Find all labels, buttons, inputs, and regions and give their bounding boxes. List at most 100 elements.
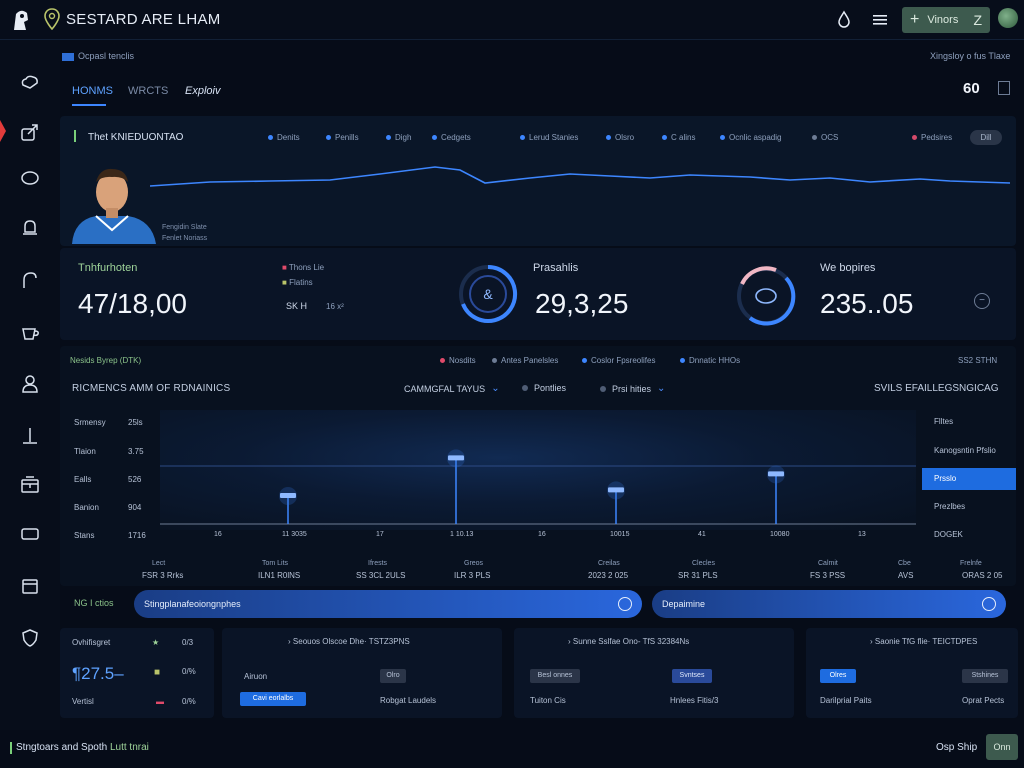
cup-icon[interactable] bbox=[18, 320, 42, 344]
drop-icon[interactable] bbox=[836, 10, 852, 28]
card-value: 0/% bbox=[182, 697, 196, 706]
department-text: Depaimine bbox=[662, 599, 706, 609]
card-value: 0/3 bbox=[182, 638, 194, 647]
hero-legend-item[interactable]: Ocnlic aspadig bbox=[720, 133, 781, 142]
right-list-item[interactable]: Prezlbes bbox=[934, 502, 966, 511]
player-photo bbox=[66, 160, 158, 244]
search-icon[interactable] bbox=[618, 597, 632, 611]
minus-circle-icon[interactable]: − bbox=[974, 293, 990, 309]
share-icon[interactable] bbox=[18, 120, 42, 144]
card-title: › Saonie TfG flie· TEICTDPES bbox=[870, 637, 978, 646]
hero-title: Thet KNIEDUONTAO bbox=[88, 132, 184, 143]
hero-legend-item[interactable]: Cedgets bbox=[432, 133, 471, 142]
chat-bubble-icon[interactable] bbox=[18, 166, 42, 190]
card-label: Tuiton Cis bbox=[530, 696, 566, 705]
tab-exploiv[interactable]: Exploiv bbox=[185, 85, 221, 97]
hero-legend-item[interactable]: Lerud Stanies bbox=[520, 133, 578, 142]
window-icon[interactable] bbox=[18, 522, 42, 546]
card-chip[interactable]: Besl onnes bbox=[530, 669, 580, 683]
mid-legend-item[interactable]: Coslor Fpsreolifes bbox=[582, 356, 655, 365]
archive-icon[interactable] bbox=[18, 472, 42, 496]
breadcrumb-right[interactable]: Xingsloy o fus Tlaxe bbox=[930, 51, 1011, 61]
chart-point[interactable] bbox=[768, 471, 784, 477]
x-caption: ILN1 R0lNS bbox=[258, 571, 301, 580]
cloud-icon[interactable] bbox=[18, 70, 42, 94]
x-caption: SR 31 PLS bbox=[678, 571, 718, 580]
card-chip[interactable]: Cavi eorlalbs bbox=[240, 692, 306, 706]
pin-down-icon[interactable] bbox=[18, 424, 42, 448]
chart-point[interactable] bbox=[280, 493, 296, 498]
hero-legend-item[interactable]: C alins bbox=[662, 133, 695, 142]
stat-mini: SK H bbox=[286, 301, 308, 311]
tab-honms[interactable]: HONMS bbox=[72, 85, 113, 97]
mid-legend-item[interactable]: Dnnatic HHOs bbox=[680, 356, 740, 365]
filter-dropdown[interactable]: CAMMGFAL TAYUS ⌄ bbox=[404, 383, 500, 394]
row-value: 1716 bbox=[128, 531, 146, 540]
search-icon[interactable] bbox=[982, 597, 996, 611]
right-list-item[interactable]: Kanogsntin Pfslio bbox=[934, 446, 996, 455]
square-icon: ■ bbox=[154, 667, 161, 678]
card-chip[interactable]: Stshines bbox=[962, 669, 1008, 683]
breadcrumb[interactable]: Ocpasl tenclis bbox=[78, 51, 135, 61]
row-label: Banion bbox=[74, 503, 99, 512]
filter-dropdown[interactable]: Prsi hities ⌄ bbox=[600, 383, 665, 394]
stats-panel bbox=[60, 248, 1016, 340]
bell-icon[interactable] bbox=[18, 216, 42, 240]
right-list-item[interactable]: Prsslo bbox=[922, 468, 1016, 490]
x-caption: FSR 3 Rrks bbox=[142, 571, 184, 580]
user-avatar[interactable] bbox=[998, 8, 1018, 28]
card-chip[interactable]: Olro bbox=[380, 669, 406, 683]
location-pin-icon bbox=[44, 8, 60, 31]
hero-legend-item[interactable]: Pedsires bbox=[912, 133, 952, 142]
tab-wrcts[interactable]: WRCTS bbox=[128, 85, 169, 97]
chart-point[interactable] bbox=[608, 487, 624, 493]
hero-legend-item[interactable]: OCS bbox=[812, 133, 838, 142]
chevron-right-icon: › bbox=[288, 637, 291, 646]
card-title: › Sunne Sslfae Ono- TfS 32384Ns bbox=[568, 637, 690, 646]
expand-icon[interactable] bbox=[998, 81, 1010, 95]
x-tick: 16 bbox=[214, 531, 222, 538]
hero-accent-bar bbox=[74, 130, 76, 142]
card-label: Robgat Laudels bbox=[380, 696, 437, 705]
right-list-item[interactable]: Flltes bbox=[934, 417, 954, 426]
calendar-icon[interactable] bbox=[18, 574, 42, 598]
footer-link[interactable]: Osp Ship bbox=[936, 742, 978, 753]
x-caption: SS 3CL 2ULS bbox=[356, 571, 406, 580]
x-tick: 1 10.13 bbox=[450, 531, 474, 538]
x-caption: Frelnfe bbox=[960, 560, 982, 567]
mid-legend-item[interactable]: Nosdits bbox=[440, 356, 476, 365]
x-caption: Cbe bbox=[898, 560, 911, 567]
player-caption: Fenlet Noriass bbox=[162, 235, 208, 242]
hero-legend-item[interactable]: Digh bbox=[386, 133, 411, 142]
section-title-right: SVILS EFAILLEGSNGICAG bbox=[874, 383, 999, 394]
stat-mini: ■ Thons Lie bbox=[282, 263, 325, 272]
right-list-item[interactable]: DOGEK bbox=[934, 530, 963, 539]
hero-legend-item[interactable]: Denits bbox=[268, 133, 300, 142]
filter-toggle[interactable]: Pontlies bbox=[522, 383, 566, 393]
menu-icon[interactable] bbox=[872, 13, 888, 27]
user-icon[interactable] bbox=[18, 372, 42, 396]
x-caption: Ifrests bbox=[368, 560, 388, 567]
search-input[interactable]: Stingplanafeoiongnphes bbox=[134, 590, 642, 618]
radio-icon bbox=[600, 385, 606, 392]
breadcrumb-badge bbox=[62, 53, 74, 61]
hero-button[interactable]: Dill bbox=[970, 130, 1002, 145]
row-label: Tlaion bbox=[74, 447, 96, 456]
hero-legend-item[interactable]: Penills bbox=[326, 133, 359, 142]
chevron-down-icon: ⌄ bbox=[491, 383, 500, 394]
mid-legend-item[interactable]: Antes Panelsles bbox=[492, 356, 558, 365]
row-label: Srmensy bbox=[74, 418, 106, 427]
x-caption: ORAS 2 05 bbox=[962, 571, 1003, 580]
app-logo-icon[interactable] bbox=[10, 8, 32, 32]
shield-icon[interactable] bbox=[18, 626, 42, 650]
department-input[interactable]: Depaimine bbox=[652, 590, 1006, 618]
views-button[interactable]: + Vinors Z bbox=[902, 7, 990, 33]
card-chip[interactable]: Olres bbox=[820, 669, 856, 683]
arc-icon[interactable] bbox=[18, 268, 42, 292]
footer-button[interactable]: Onn bbox=[986, 734, 1018, 760]
card-chip[interactable]: Svntses bbox=[672, 669, 712, 683]
x-caption: Tom Lits bbox=[262, 560, 289, 567]
hero-legend-item[interactable]: Olsro bbox=[606, 133, 634, 142]
footer-accent-bar bbox=[10, 742, 12, 754]
chart-point[interactable] bbox=[448, 455, 464, 461]
